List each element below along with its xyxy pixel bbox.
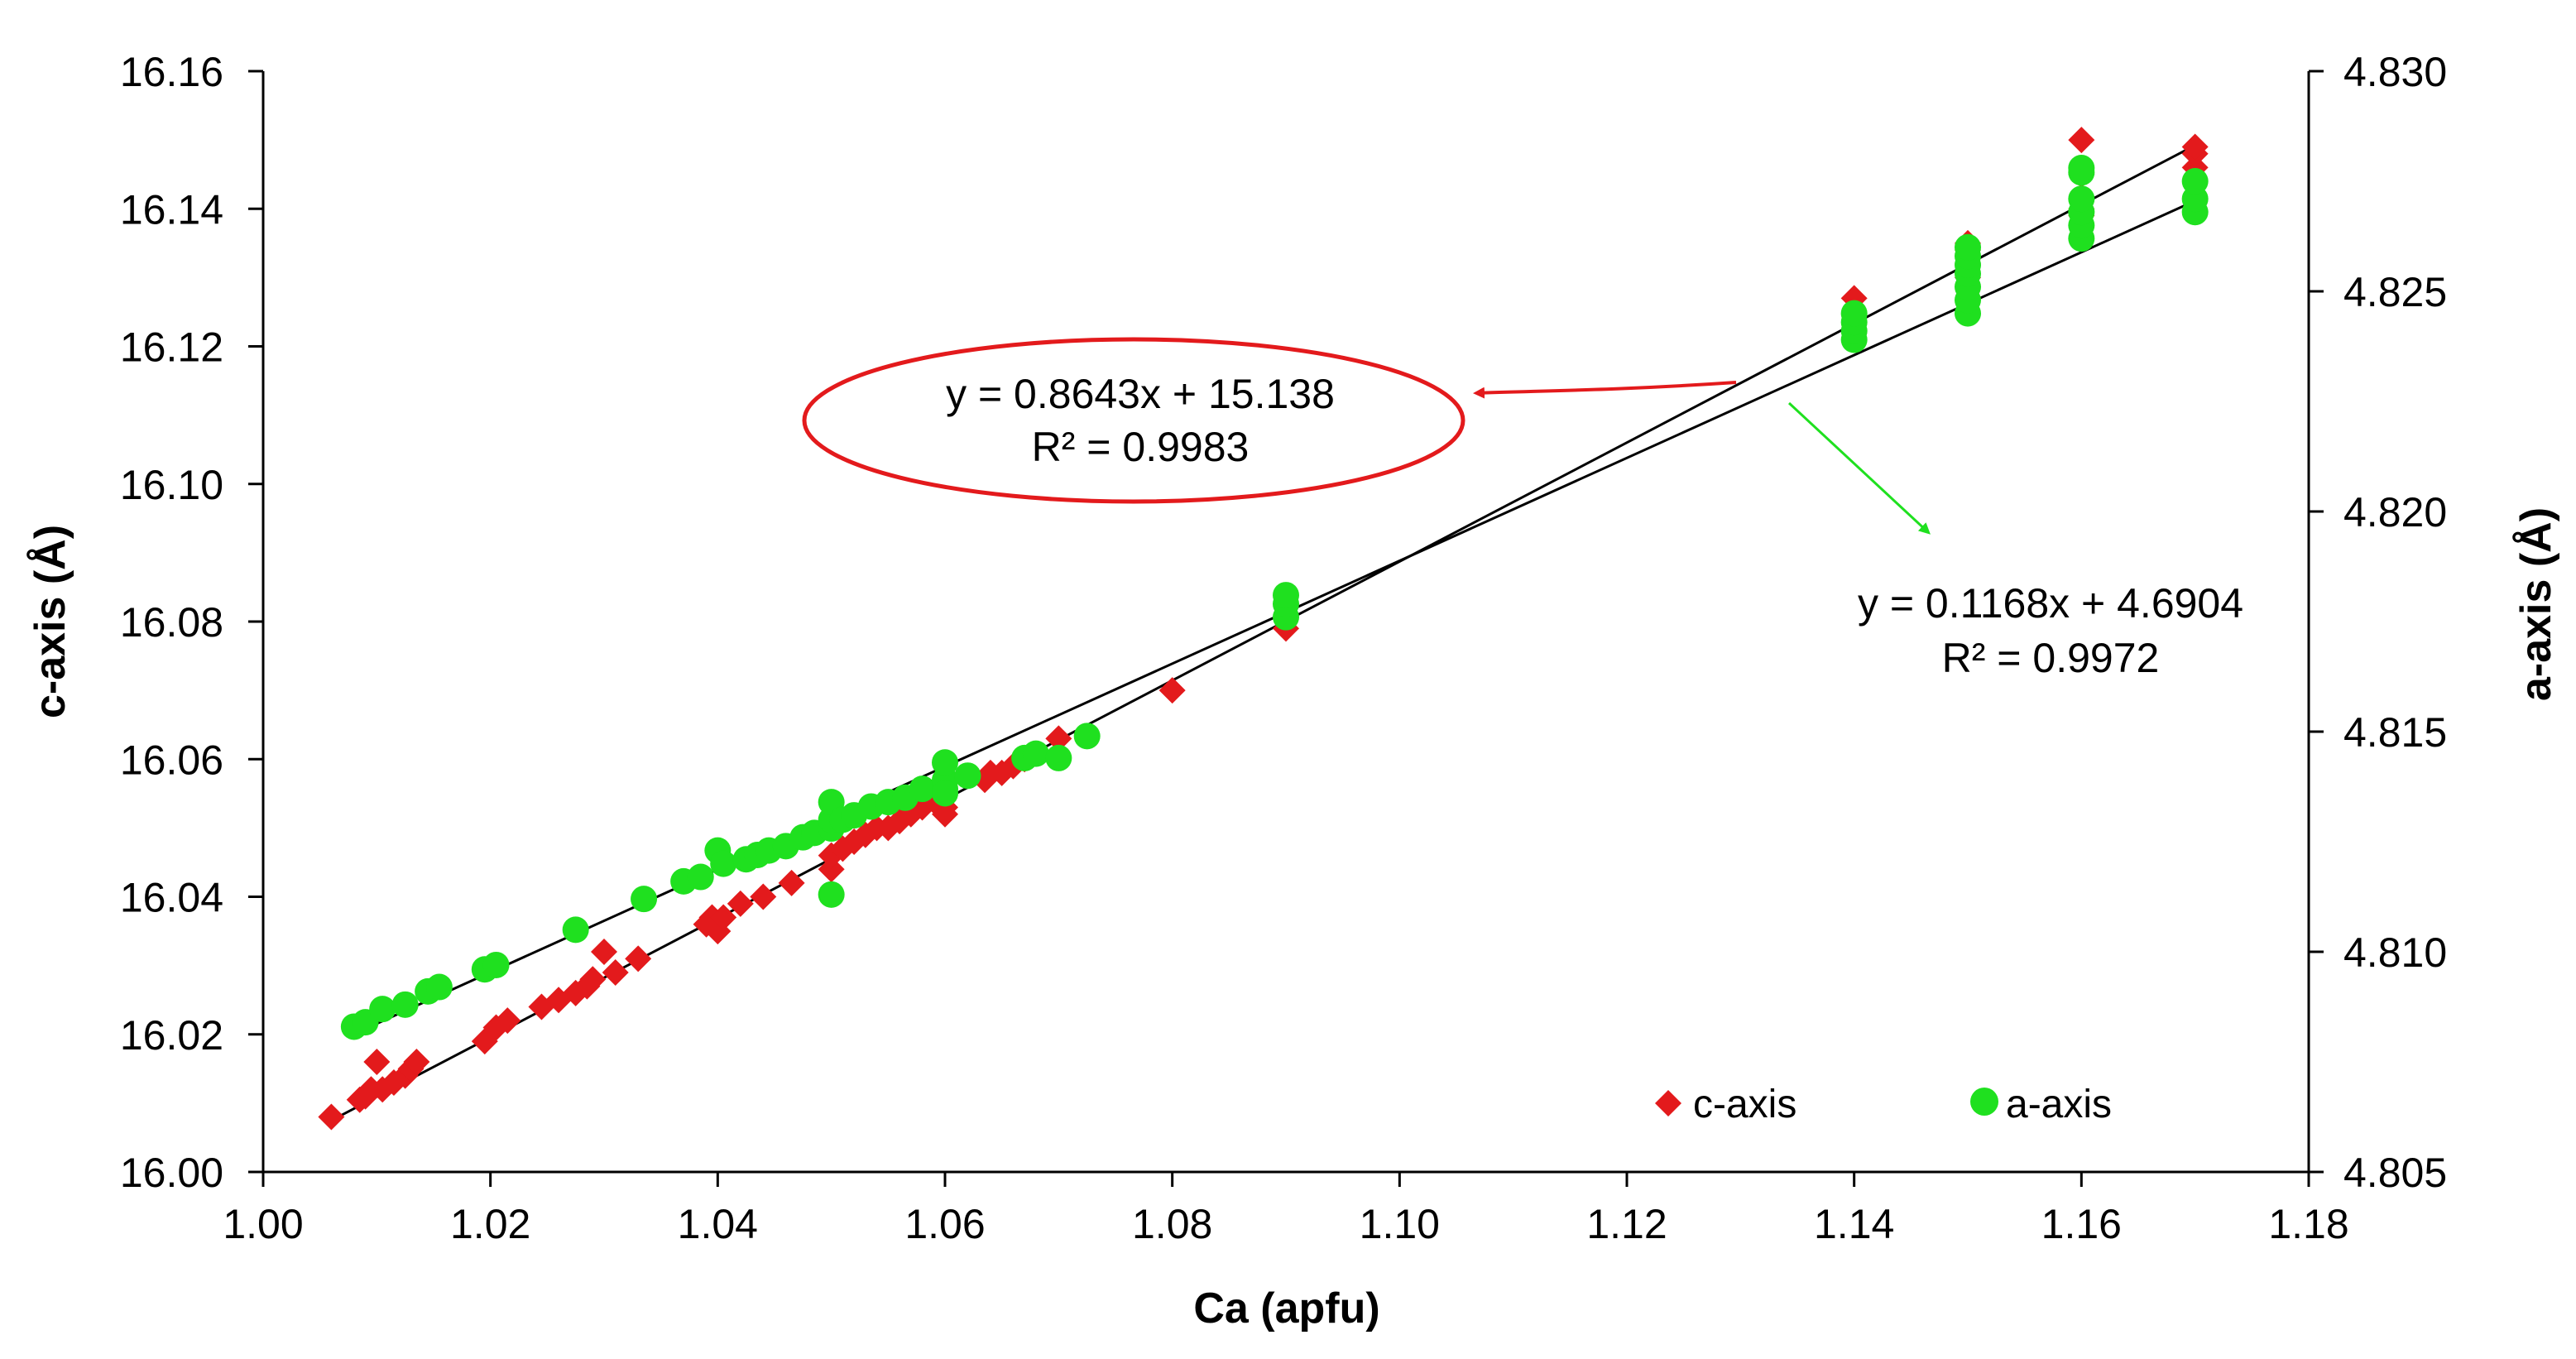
a-axis-point [2068, 185, 2095, 213]
y-tick-label: 16.08 [120, 599, 223, 646]
legend-c-axis-marker [1655, 1090, 1681, 1116]
c-axis-point [625, 945, 652, 972]
c-axis-equation-ellipse [802, 337, 1465, 504]
y-tick-label: 16.02 [120, 1012, 223, 1059]
y2-ticks: 4.805 4.810 4.815 4.820 4.825 4.830 [2309, 49, 2447, 1196]
y2-tick-label: 4.820 [2343, 489, 2447, 535]
a-axis-point [1273, 582, 1299, 609]
a-axis-point [932, 749, 958, 776]
x-tick-label: 1.06 [904, 1201, 985, 1247]
c-axis-point [710, 904, 737, 931]
x-axis-title: Ca (apfu) [1193, 1285, 1379, 1333]
y-tick-label: 16.10 [120, 462, 223, 508]
y-tick-label: 16.14 [120, 186, 223, 233]
a-axis-point [425, 973, 453, 1001]
a-axis-point [818, 881, 845, 908]
a-axis-point [1045, 744, 1072, 771]
x-tick-label: 1.18 [2268, 1201, 2348, 1247]
x-tick-label: 1.04 [678, 1201, 758, 1247]
c-axis-series [318, 127, 2209, 1131]
a-axis-equation: y = 0.1168x + 4.6904 [1858, 580, 2243, 627]
y-ticks: 16.00 16.02 16.04 16.06 16.08 16.10 16.12 16.14… [120, 49, 263, 1196]
c-axis-point [2181, 133, 2209, 161]
c-axis-point [727, 890, 754, 917]
c-axis-point [318, 1103, 345, 1131]
x-ticks: 1.00 1.02 1.04 1.06 1.08 1.10 1.12 1.14 1.16 1.18 [223, 1172, 2349, 1247]
a-axis-point [562, 916, 589, 944]
c-axis-point [363, 1049, 391, 1075]
y-tick-label: 16.06 [120, 737, 223, 783]
c-axis-equation: y = 0.8643x + 15.138 [946, 371, 1335, 417]
x-tick-label: 1.10 [1360, 1201, 1440, 1247]
legend-a-axis-label: a-axis [2006, 1083, 2112, 1126]
x-tick-label: 1.08 [1132, 1201, 1212, 1247]
y-tick-label: 16.00 [120, 1150, 223, 1196]
a-axis-point [369, 996, 396, 1023]
legend: c-axis a-axis [1655, 1083, 2112, 1126]
c-axis-point [2068, 127, 2095, 154]
c-axis-point [579, 966, 607, 993]
y2-tick-label: 4.815 [2343, 709, 2447, 756]
y2-tick-label: 4.830 [2343, 49, 2447, 95]
x-tick-label: 1.14 [1814, 1201, 1894, 1247]
a-axis-point [1840, 300, 1868, 327]
a-axis-point [1022, 740, 1049, 767]
a-axis-point [1073, 723, 1101, 750]
c-axis-point [602, 958, 629, 986]
a-axis-point [482, 951, 510, 978]
a-axis-series [340, 155, 2209, 1040]
c-axis-point [1158, 677, 1186, 704]
y2-tick-label: 4.805 [2343, 1150, 2447, 1196]
x-tick-label: 1.12 [1586, 1201, 1667, 1247]
c-axis-point [818, 856, 845, 883]
c-axis-point [1045, 725, 1072, 752]
a-axis-point [909, 776, 936, 803]
y-axis-right-title: a-axis (Å) [2512, 507, 2560, 701]
c-axis-point [778, 869, 805, 896]
x-tick-label: 1.16 [2041, 1201, 2122, 1247]
x-tick-label: 1.00 [223, 1201, 303, 1247]
c-axis-r2: R² = 0.9983 [1032, 424, 1250, 470]
y2-tick-label: 4.810 [2343, 929, 2447, 976]
c-axis-point [750, 883, 777, 910]
a-axis-point [710, 850, 737, 877]
c-axis-point [494, 1007, 521, 1035]
legend-c-axis-label: c-axis [1693, 1083, 1796, 1126]
c-axis-annotation-arrow [1473, 381, 1737, 399]
a-axis-point [631, 886, 658, 913]
y-tick-label: 16.04 [120, 875, 223, 921]
a-axis-point [954, 762, 981, 790]
a-axis-annotation-arrow [1787, 401, 1931, 535]
legend-a-axis-marker [1970, 1088, 1998, 1116]
c-axis-point [403, 1049, 430, 1075]
a-axis-point [687, 863, 714, 891]
a-axis-point [2181, 168, 2209, 194]
a-axis-point [391, 991, 419, 1018]
y2-tick-label: 4.825 [2343, 269, 2447, 315]
a-axis-point [932, 780, 958, 807]
a-axis-r2: R² = 0.9972 [1942, 635, 2160, 681]
a-axis-point [1955, 233, 1981, 261]
x-tick-label: 1.02 [450, 1201, 530, 1247]
a-axis-point [2068, 155, 2095, 182]
y-tick-label: 16.16 [120, 49, 223, 95]
y-tick-label: 16.12 [120, 324, 223, 371]
y-axis-left-title: c-axis (Å) [26, 525, 74, 718]
c-axis-point [591, 939, 617, 965]
